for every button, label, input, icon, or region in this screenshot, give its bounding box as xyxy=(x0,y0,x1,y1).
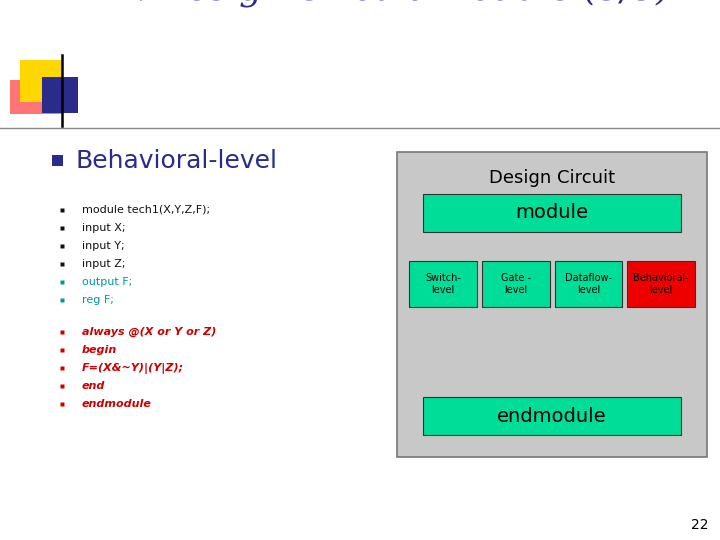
Bar xyxy=(52,155,63,166)
FancyBboxPatch shape xyxy=(482,261,549,307)
FancyBboxPatch shape xyxy=(554,261,622,307)
Text: 22: 22 xyxy=(690,518,708,532)
Bar xyxy=(42,77,78,113)
Text: end: end xyxy=(82,381,105,391)
Text: Ex. Design Circuit Module (3/3): Ex. Design Circuit Module (3/3) xyxy=(90,0,671,7)
Text: always @(X or Y or Z): always @(X or Y or Z) xyxy=(82,327,217,337)
Bar xyxy=(20,60,62,102)
Text: module tech1(X,Y,Z,F);: module tech1(X,Y,Z,F); xyxy=(82,205,210,215)
Text: module: module xyxy=(516,204,588,222)
Bar xyxy=(10,80,62,114)
Text: Dataflow-
level: Dataflow- level xyxy=(565,273,612,295)
Text: reg F;: reg F; xyxy=(82,295,114,305)
Bar xyxy=(397,152,707,457)
Text: F=(X&~Y)|(Y|Z);: F=(X&~Y)|(Y|Z); xyxy=(82,362,184,374)
Text: input Z;: input Z; xyxy=(82,259,125,269)
Text: input Y;: input Y; xyxy=(82,241,125,251)
Text: Switch-
level: Switch- level xyxy=(425,273,461,295)
Text: endmodule: endmodule xyxy=(82,399,152,409)
Text: Gate -
level: Gate - level xyxy=(500,273,531,295)
Text: output F;: output F; xyxy=(82,277,132,287)
Text: begin: begin xyxy=(82,345,117,355)
Text: endmodule: endmodule xyxy=(498,407,607,426)
FancyBboxPatch shape xyxy=(423,397,681,435)
FancyBboxPatch shape xyxy=(627,261,695,307)
FancyBboxPatch shape xyxy=(409,261,477,307)
Text: Design Circuit: Design Circuit xyxy=(489,169,615,187)
Text: Behavioral-level: Behavioral-level xyxy=(75,149,277,173)
Text: input X;: input X; xyxy=(82,223,125,233)
FancyBboxPatch shape xyxy=(423,194,681,232)
Text: Behavioral-
level: Behavioral- level xyxy=(634,273,689,295)
